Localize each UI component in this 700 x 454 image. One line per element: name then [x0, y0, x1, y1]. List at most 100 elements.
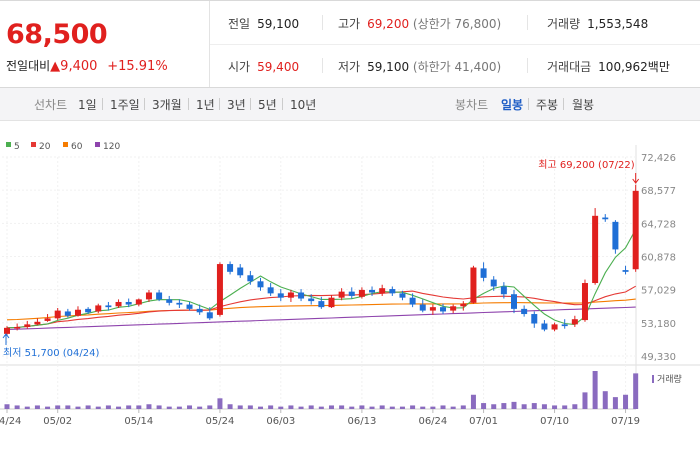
volume-bar: [501, 403, 507, 409]
volume-bar: [359, 405, 365, 409]
tab-daily[interactable]: 일봉: [501, 98, 524, 112]
candle-body: [490, 279, 497, 287]
volume-bar: [602, 391, 608, 409]
volume-bar: [470, 394, 476, 409]
volume-bar: [450, 406, 456, 409]
tab-monthly[interactable]: 월봉: [572, 98, 595, 112]
ma-120-line: [6, 306, 636, 331]
volume-bar: [481, 403, 487, 409]
volume-bar: [197, 406, 203, 409]
candle-chart-label: 봉차트: [455, 98, 489, 112]
candle-body: [369, 289, 376, 293]
stats-row-1: 전일 59,100 고가 69,200 (상한가 76,800) 거래량 1,553,…: [210, 1, 700, 45]
x-tick-label: 05/14: [124, 416, 153, 427]
candle-body: [379, 288, 386, 294]
ma-20-line: [6, 285, 636, 329]
y-tick-label: 53,180: [641, 319, 676, 330]
volume-bar: [379, 405, 385, 409]
tab-1w[interactable]: 1주일: [110, 98, 140, 112]
divider: [322, 58, 323, 73]
volume-bar: [126, 405, 132, 409]
legend-swatch-60: [63, 142, 68, 147]
volume-bar: [318, 406, 324, 409]
volume-bar: [95, 406, 101, 409]
ma-5-line: [6, 229, 637, 329]
tab-weekly[interactable]: 주봉: [536, 98, 559, 112]
tab-1y[interactable]: 1년: [196, 98, 215, 112]
volume-bar: [410, 405, 416, 409]
volume-bar: [572, 404, 578, 409]
y-tick-label: 60,878: [641, 253, 676, 264]
candle-body: [24, 324, 31, 327]
candle-body: [571, 319, 578, 325]
price-change: 전일대비▲9,400 +15.91%: [6, 57, 168, 74]
candle-body: [145, 292, 152, 300]
candle-body: [105, 305, 112, 308]
candle-body: [115, 301, 122, 307]
candle-body: [531, 314, 538, 324]
volume-bar: [75, 406, 81, 409]
x-tick-label: 05/24: [206, 416, 235, 427]
price-box: 68,500 전일대비▲9,400 +15.91%: [0, 1, 210, 87]
candle-body: [308, 298, 315, 302]
candle-body: [298, 292, 305, 299]
stats-panel: 전일 59,100 고가 69,200 (상한가 76,800) 거래량 1,553,…: [210, 1, 700, 87]
y-tick-label: 64,728: [641, 219, 676, 230]
volume-bar: [187, 405, 193, 409]
candle-body: [186, 304, 193, 309]
volume-bar: [541, 404, 547, 409]
candle-body: [429, 307, 436, 311]
candle-body: [257, 281, 264, 288]
volume-bar: [389, 406, 395, 409]
volume-bar: [633, 373, 639, 409]
tab-1d[interactable]: 1일: [78, 98, 97, 112]
x-tick-label: 06/13: [347, 416, 376, 427]
tab-divider: [188, 98, 189, 110]
legend-swatch-5: [6, 142, 11, 147]
candle-body: [419, 304, 426, 311]
candle-body: [460, 303, 467, 307]
candle-body: [14, 326, 21, 329]
volume-bar: [34, 405, 40, 409]
change-label: 전일대비: [6, 59, 51, 73]
volume-bar: [85, 405, 91, 409]
tab-3y[interactable]: 3년: [227, 98, 246, 112]
volume-bar: [308, 405, 314, 409]
candle-body: [328, 297, 335, 308]
y-tick-label: 72,426: [641, 153, 676, 164]
volume-bar: [278, 406, 284, 409]
candle-body: [541, 323, 548, 330]
volume-bar: [14, 405, 20, 409]
current-price: 68,500: [6, 19, 108, 50]
up-arrow-icon: ▲: [50, 59, 61, 74]
candle-body: [318, 301, 325, 308]
tab-3m[interactable]: 3개월: [152, 98, 182, 112]
x-tick-label: 07/10: [540, 416, 569, 427]
volume-bar: [237, 405, 243, 409]
tab-5y[interactable]: 5년: [258, 98, 277, 112]
volume-bar: [592, 371, 598, 409]
volume-bar: [298, 406, 304, 409]
tab-divider: [102, 98, 103, 110]
volume: 거래량 1,553,548: [547, 17, 649, 31]
volume-bar: [349, 406, 355, 409]
low-price: 저가 59,100 (하한가 41,400): [338, 60, 502, 74]
volume-bar: [268, 405, 274, 409]
candle-body: [622, 270, 629, 272]
tab-divider: [563, 98, 564, 110]
candle-body: [551, 324, 558, 330]
candle-body: [4, 327, 10, 334]
volume-bar: [176, 406, 182, 409]
candle-body: [34, 321, 41, 325]
y-tick-label: 57,029: [641, 286, 676, 297]
volume-bar: [369, 406, 375, 409]
tab-divider: [528, 98, 529, 110]
volume-bar: [105, 405, 111, 409]
tab-10y[interactable]: 10년: [290, 98, 317, 112]
candle-body: [399, 293, 406, 298]
volume-bar: [156, 405, 162, 409]
candle-body: [125, 301, 132, 305]
candle-body: [348, 291, 355, 296]
volume-legend-swatch: [652, 375, 654, 383]
volume-bar: [339, 405, 345, 409]
